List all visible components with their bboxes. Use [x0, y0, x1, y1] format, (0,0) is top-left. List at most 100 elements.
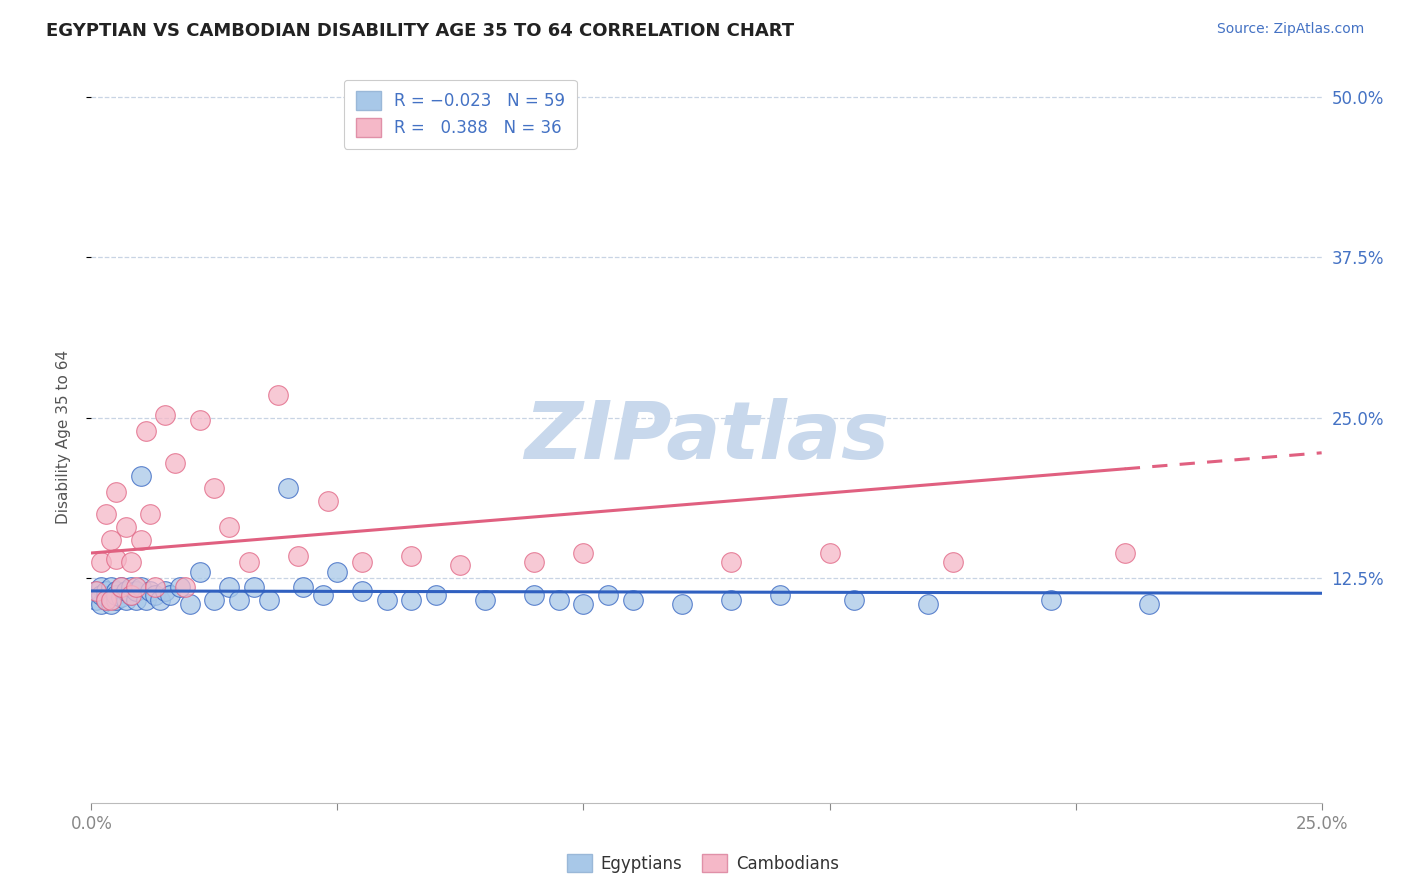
Point	[105, 588, 127, 602]
Point	[100, 580, 122, 594]
Point	[124, 593, 146, 607]
Text: Source: ZipAtlas.com: Source: ZipAtlas.com	[1216, 22, 1364, 37]
Point	[120, 555, 142, 569]
Point	[159, 588, 181, 602]
Point	[720, 593, 742, 607]
Point	[242, 580, 264, 594]
Point	[523, 588, 546, 602]
Point	[96, 591, 117, 605]
Point	[572, 597, 595, 611]
Point	[1114, 545, 1136, 559]
Point	[277, 482, 299, 496]
Point	[90, 555, 112, 569]
Point	[100, 588, 122, 602]
Point	[769, 588, 792, 602]
Point	[352, 584, 374, 599]
Point	[287, 549, 309, 564]
Point	[596, 588, 619, 602]
Point	[425, 588, 447, 602]
Point	[145, 588, 166, 602]
Point	[129, 580, 152, 594]
Point	[671, 597, 693, 611]
Point	[267, 388, 290, 402]
Point	[257, 593, 280, 607]
Point	[145, 580, 166, 594]
Point	[120, 588, 142, 602]
Point	[818, 545, 841, 559]
Point	[163, 456, 186, 470]
Point	[139, 584, 162, 599]
Point	[105, 593, 127, 607]
Point	[110, 580, 132, 594]
Point	[124, 580, 146, 594]
Point	[399, 549, 422, 564]
Point	[135, 424, 156, 438]
Point	[188, 565, 211, 579]
Point	[105, 584, 127, 599]
Point	[720, 555, 742, 569]
Legend: Egyptians, Cambodians: Egyptians, Cambodians	[561, 847, 845, 880]
Point	[449, 558, 471, 573]
Point	[114, 520, 138, 534]
Point	[311, 588, 335, 602]
Point	[621, 593, 644, 607]
Point	[188, 413, 211, 427]
Point	[139, 507, 162, 521]
Point	[316, 494, 339, 508]
Point	[90, 580, 112, 594]
Point	[86, 584, 108, 599]
Point	[96, 593, 117, 607]
Point	[153, 409, 177, 423]
Point	[202, 482, 225, 496]
Point	[179, 597, 201, 611]
Point	[352, 555, 374, 569]
Point	[474, 593, 496, 607]
Point	[399, 593, 422, 607]
Point	[149, 593, 172, 607]
Point	[124, 584, 146, 599]
Point	[572, 545, 595, 559]
Point	[291, 580, 314, 594]
Point	[100, 533, 122, 547]
Y-axis label: Disability Age 35 to 64: Disability Age 35 to 64	[56, 350, 70, 524]
Point	[100, 593, 122, 607]
Point	[174, 580, 197, 594]
Point	[153, 584, 177, 599]
Point	[110, 580, 132, 594]
Legend: R = −0.023   N = 59, R =   0.388   N = 36: R = −0.023 N = 59, R = 0.388 N = 36	[344, 79, 576, 149]
Point	[86, 593, 108, 607]
Point	[218, 520, 240, 534]
Point	[114, 584, 138, 599]
Text: EGYPTIAN VS CAMBODIAN DISABILITY AGE 35 TO 64 CORRELATION CHART: EGYPTIAN VS CAMBODIAN DISABILITY AGE 35 …	[46, 22, 794, 40]
Point	[547, 593, 569, 607]
Point	[842, 593, 865, 607]
Point	[105, 552, 127, 566]
Point	[129, 468, 152, 483]
Point	[1039, 593, 1063, 607]
Point	[169, 580, 191, 594]
Point	[120, 580, 142, 594]
Point	[917, 597, 939, 611]
Point	[114, 593, 138, 607]
Point	[941, 555, 963, 569]
Point	[96, 584, 117, 599]
Point	[96, 507, 117, 521]
Point	[100, 597, 122, 611]
Point	[120, 588, 142, 602]
Point	[238, 555, 260, 569]
Point	[375, 593, 398, 607]
Point	[105, 485, 127, 500]
Point	[110, 591, 132, 605]
Point	[86, 584, 108, 599]
Point	[523, 555, 546, 569]
Point	[228, 593, 250, 607]
Point	[96, 593, 117, 607]
Text: ZIPatlas: ZIPatlas	[524, 398, 889, 476]
Point	[202, 593, 225, 607]
Point	[1139, 597, 1161, 611]
Point	[90, 588, 112, 602]
Point	[326, 565, 349, 579]
Point	[129, 533, 152, 547]
Point	[90, 597, 112, 611]
Point	[218, 580, 240, 594]
